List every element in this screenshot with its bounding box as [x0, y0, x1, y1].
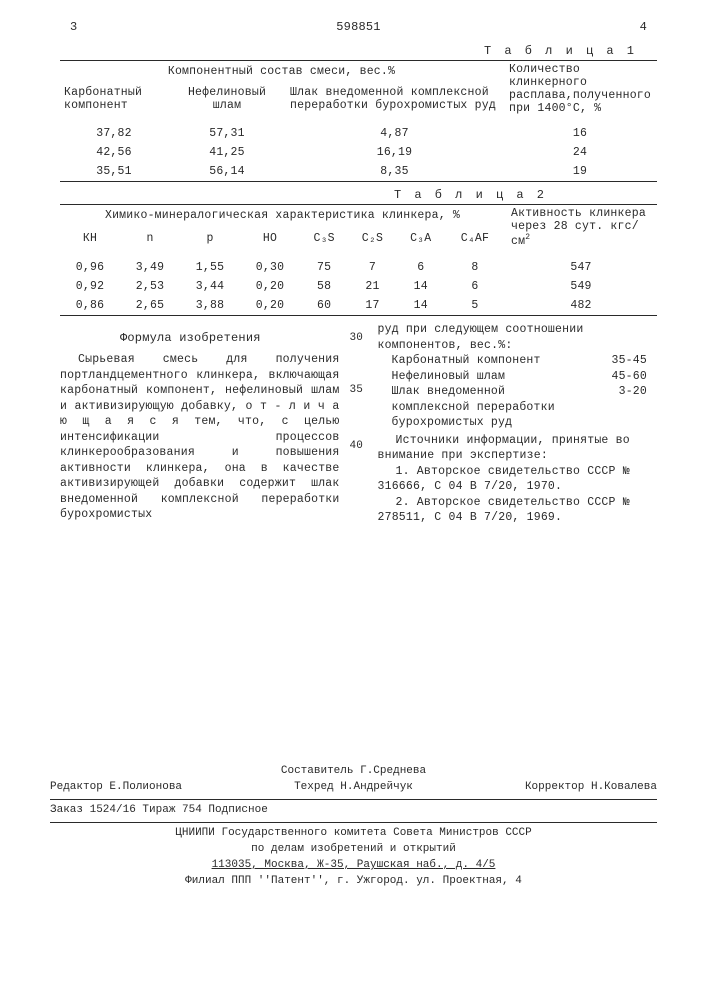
t1-last-header: Количество клинкерного расплава,полученн… — [503, 61, 657, 118]
t1-col0: Карбонатный компонент — [60, 84, 168, 117]
t2-cell: 6 — [397, 251, 445, 277]
t1-cell: 16,19 — [286, 143, 503, 162]
lineno-30: 30 — [350, 332, 364, 344]
t2-col: p — [180, 226, 240, 251]
t2-col: C₃A — [397, 226, 445, 251]
t2-cell: 482 — [505, 296, 657, 316]
t1-cell: 4,87 — [286, 117, 503, 143]
t2-cell: 17 — [348, 296, 396, 316]
component-val: 35-45 — [611, 353, 647, 369]
table2: Химико-минералогическая характеристика к… — [60, 204, 657, 316]
footer-compiler: Составитель Г.Среднева — [50, 764, 657, 780]
t1-cell: 35,51 — [60, 162, 168, 182]
component-row: Карбонатный компонент 35-45 — [392, 353, 658, 369]
page-header: 3 598851 4 — [60, 20, 657, 34]
t2-cell: 2,65 — [120, 296, 180, 316]
t1-group-header: Компонентный состав смеси, вес.% — [60, 61, 503, 85]
component-row: Шлак внедоменной комплексной переработки… — [392, 384, 658, 431]
t2-cell: 60 — [300, 296, 348, 316]
component-name: Нефелиновый шлам — [392, 369, 506, 385]
component-name: Шлак внедоменной комплексной переработки… — [392, 384, 582, 431]
t2-col: HO — [240, 226, 300, 251]
t2-cell: 0,20 — [240, 296, 300, 316]
t1-cell: 19 — [503, 162, 657, 182]
pg-center: 598851 — [336, 20, 380, 34]
footer-addr: 113035, Москва, Ж-35, Раушская наб., д. … — [50, 858, 657, 874]
t2-cell: 14 — [397, 277, 445, 296]
t2-cell: 0,30 — [240, 251, 300, 277]
t2-cell: 549 — [505, 277, 657, 296]
t2-group-header: Химико-минералогическая характеристика к… — [60, 205, 505, 227]
t1-cell: 24 — [503, 143, 657, 162]
t2-cell: 21 — [348, 277, 396, 296]
t2-cell: 5 — [445, 296, 505, 316]
t2-col: C₂S — [348, 226, 396, 251]
t2-cell: 8 — [445, 251, 505, 277]
t1-cell: 8,35 — [286, 162, 503, 182]
footer-filial: Филиал ППП ''Патент'', г. Ужгород. ул. П… — [50, 874, 657, 890]
table1: Компонентный состав смеси, вес.% Количес… — [60, 60, 657, 182]
source-line: 1. Авторское свидетельство СССР № 316666… — [378, 464, 658, 495]
sources-intro: Источники информации, принятые во вниман… — [378, 433, 658, 464]
t2-col: C₃S — [300, 226, 348, 251]
t2-cell: 58 — [300, 277, 348, 296]
right-intro: руд при следующем соотношении компоненто… — [378, 322, 658, 353]
t2-cell: 75 — [300, 251, 348, 277]
t1-cell: 56,14 — [168, 162, 286, 182]
footer-org2: по делам изобретений и открытий — [50, 842, 657, 858]
component-row: Нефелиновый шлам 45-60 — [392, 369, 658, 385]
t2-cell: 0,92 — [60, 277, 120, 296]
t2-cell: 6 — [445, 277, 505, 296]
t1-cell: 16 — [503, 117, 657, 143]
left-paragraph: Сырьевая смесь для получения портландцем… — [60, 352, 340, 523]
lineno-35: 35 — [350, 384, 364, 396]
footer-editor: Редактор Е.Полионова — [50, 780, 182, 796]
t1-cell: 57,31 — [168, 117, 286, 143]
t2-col: КН — [60, 226, 120, 251]
lineno-40: 40 — [350, 440, 364, 452]
table1-label: Т а б л и ц а 1 — [60, 44, 637, 58]
footer-corrector: Корректор Н.Ковалева — [525, 780, 657, 796]
t2-cell: 0,96 — [60, 251, 120, 277]
t2-last-header: Активность клинкера через 28 сут. кгс/см… — [505, 205, 657, 252]
footer: Составитель Г.Среднева Редактор Е.Полион… — [50, 764, 657, 890]
t1-cell: 42,56 — [60, 143, 168, 162]
source-line: 2. Авторское свидетельство СССР № 278511… — [378, 495, 658, 526]
t1-cell: 37,82 — [60, 117, 168, 143]
component-val: 3-20 — [619, 384, 647, 431]
t1-cell: 41,25 — [168, 143, 286, 162]
table2-label: Т а б л и ц а 2 — [60, 188, 547, 202]
t2-cell: 2,53 — [120, 277, 180, 296]
t1-col2: Шлак внедоменной комплексной переработки… — [286, 84, 503, 117]
t2-cell: 1,55 — [180, 251, 240, 277]
component-val: 45-60 — [611, 369, 647, 385]
t2-cell: 3,44 — [180, 277, 240, 296]
t2-cell: 14 — [397, 296, 445, 316]
t2-cell: 7 — [348, 251, 396, 277]
t1-col1: Нефелиновый шлам — [168, 84, 286, 117]
t2-cell: 547 — [505, 251, 657, 277]
t2-col: n — [120, 226, 180, 251]
t2-cell: 0,20 — [240, 277, 300, 296]
footer-org: ЦНИИПИ Государственного комитета Совета … — [50, 826, 657, 842]
t2-cell: 0,86 — [60, 296, 120, 316]
footer-order: Заказ 1524/16 Тираж 754 Подписное — [50, 803, 657, 819]
footer-tech: Техред Н.Андрейчук — [294, 780, 413, 796]
pg-left: 3 — [70, 20, 77, 34]
formula-title: Формула изобретения — [120, 330, 340, 346]
component-name: Карбонатный компонент — [392, 353, 541, 369]
t2-cell: 3,88 — [180, 296, 240, 316]
pg-right: 4 — [640, 20, 647, 34]
t2-col: C₄AF — [445, 226, 505, 251]
t2-cell: 3,49 — [120, 251, 180, 277]
